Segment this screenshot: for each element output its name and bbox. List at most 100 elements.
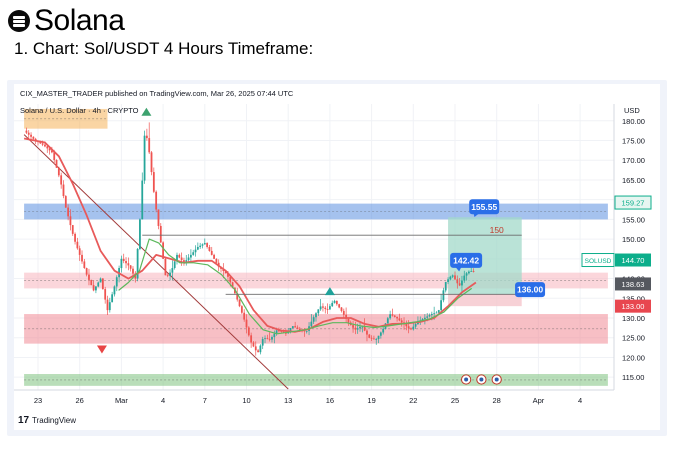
candle-body bbox=[215, 258, 218, 263]
candle-body bbox=[354, 327, 357, 330]
candle-body bbox=[275, 330, 278, 334]
candle-body bbox=[229, 276, 232, 283]
x-tick-label: 23 bbox=[34, 396, 42, 405]
candle-body bbox=[291, 326, 294, 328]
candle-body bbox=[164, 258, 167, 276]
candle-body bbox=[192, 252, 195, 255]
candle-body bbox=[134, 273, 137, 279]
candle-body bbox=[444, 281, 447, 291]
candle-body bbox=[421, 319, 424, 321]
candle-body bbox=[190, 254, 192, 258]
candle-body bbox=[250, 335, 253, 343]
candle-body bbox=[264, 338, 266, 340]
candle-body bbox=[345, 314, 348, 319]
candle-body bbox=[303, 330, 306, 332]
candle-body bbox=[410, 328, 412, 330]
x-tick-label: 25 bbox=[451, 396, 459, 405]
publisher-line: CIX_MASTER_TRADER published on TradingVi… bbox=[20, 89, 294, 98]
candle-body bbox=[27, 132, 30, 135]
candle-body bbox=[141, 180, 144, 220]
candle-body bbox=[247, 327, 250, 336]
candle-body bbox=[430, 313, 433, 316]
current-price-callout: 142.42 bbox=[453, 255, 479, 265]
y-tick-label: 130.00 bbox=[622, 314, 645, 323]
x-tick-label: 10 bbox=[242, 396, 250, 405]
candle-body bbox=[361, 326, 364, 328]
candle-body bbox=[203, 243, 206, 245]
entry-callout: 136.00 bbox=[517, 285, 543, 295]
candle-body bbox=[375, 339, 378, 340]
y-tick-label: 120.00 bbox=[622, 353, 645, 362]
candle-body bbox=[180, 257, 183, 261]
entry-callout-box bbox=[515, 282, 546, 298]
y-tick-label: 115.00 bbox=[622, 373, 644, 382]
candle-body bbox=[46, 146, 49, 149]
candle-body bbox=[278, 330, 280, 332]
candle-body bbox=[166, 275, 169, 277]
candle-body bbox=[122, 258, 125, 262]
candle-body bbox=[389, 314, 392, 319]
symbol-tag-box bbox=[581, 253, 615, 268]
candle-body bbox=[437, 310, 440, 313]
candle-body bbox=[312, 317, 315, 322]
candle-body bbox=[208, 247, 211, 251]
candle-body bbox=[252, 342, 255, 347]
candle-body bbox=[183, 260, 185, 263]
candle-body bbox=[396, 316, 398, 319]
candle-body bbox=[169, 272, 171, 276]
price-tags: 159.27 SOLUSD 144.70 138.63 133.00 bbox=[581, 195, 652, 313]
sma-line bbox=[118, 238, 473, 335]
candle-body bbox=[305, 330, 308, 332]
candle-body bbox=[317, 309, 320, 314]
y-tick-label: 155.00 bbox=[622, 215, 645, 224]
candle-body bbox=[60, 175, 63, 185]
candle-body bbox=[90, 279, 93, 286]
candle-body bbox=[194, 249, 197, 253]
triangle-up-icon bbox=[141, 107, 152, 116]
candle-body bbox=[62, 184, 65, 197]
candle-body bbox=[76, 241, 79, 249]
candle-body bbox=[113, 286, 116, 295]
candle-body bbox=[454, 275, 456, 280]
candle-body bbox=[231, 282, 234, 288]
price-tag: 138.63 bbox=[622, 280, 645, 289]
candle-body bbox=[268, 338, 271, 340]
candle-body bbox=[352, 325, 354, 328]
candle-body bbox=[428, 315, 431, 317]
candle-body bbox=[196, 247, 199, 250]
solana-logo-icon bbox=[8, 10, 30, 32]
candle-body bbox=[238, 299, 241, 307]
candle-body bbox=[356, 328, 359, 330]
candle-body bbox=[69, 216, 72, 226]
candle-body bbox=[41, 143, 44, 145]
candle-body bbox=[405, 324, 408, 327]
candle-body bbox=[178, 254, 181, 258]
candle-body bbox=[104, 289, 107, 300]
candle-body bbox=[398, 318, 401, 321]
us-flag-event-icon-center bbox=[479, 377, 484, 382]
candle-body bbox=[162, 242, 164, 259]
candle-body bbox=[176, 254, 178, 262]
candle-body bbox=[64, 196, 67, 208]
candle-body bbox=[259, 345, 262, 353]
candle-body bbox=[414, 324, 417, 327]
candle-body bbox=[442, 290, 445, 301]
candle-body bbox=[359, 326, 361, 329]
candle-body bbox=[227, 273, 229, 277]
candle-body bbox=[48, 148, 51, 151]
candle-body bbox=[139, 219, 141, 249]
candle-body bbox=[319, 306, 322, 310]
candle-body bbox=[224, 271, 227, 274]
signal-markers bbox=[96, 107, 335, 354]
candle-body bbox=[463, 275, 466, 281]
candle-body bbox=[289, 327, 292, 331]
candle-body bbox=[95, 286, 97, 291]
candle-body bbox=[97, 282, 100, 287]
candle-body bbox=[157, 209, 160, 226]
candle-body bbox=[145, 135, 148, 139]
candle-body bbox=[324, 307, 327, 310]
price-tag-box bbox=[614, 195, 652, 210]
candle-body bbox=[261, 339, 264, 346]
horizontal-levels bbox=[142, 234, 522, 295]
price-tag: 133.00 bbox=[622, 302, 645, 311]
